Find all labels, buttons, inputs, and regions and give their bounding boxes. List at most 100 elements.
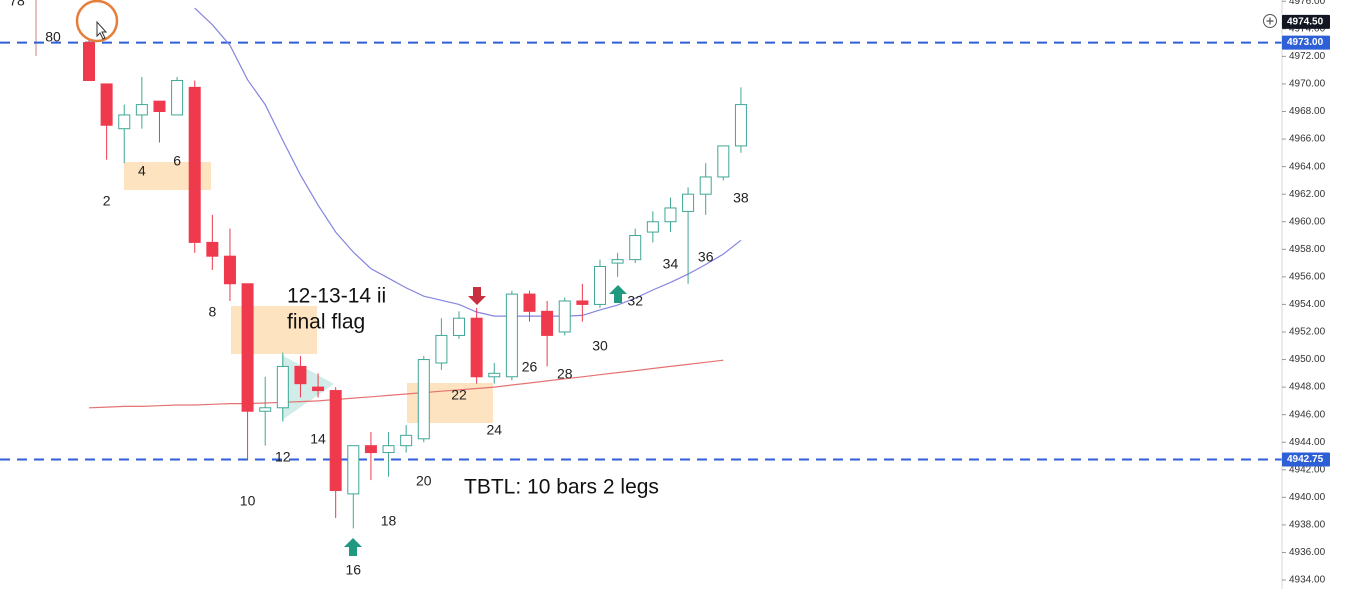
candle-body	[294, 365, 307, 385]
y-tick-label: 4944.00	[1289, 437, 1326, 448]
candle-body	[135, 104, 148, 116]
y-tick-label: 4966.00	[1289, 134, 1326, 145]
candle-body	[523, 293, 536, 312]
bar-number-label: 20	[416, 473, 432, 489]
candle-body	[153, 100, 166, 112]
bar-number-label: 28	[557, 366, 573, 382]
y-tick-label: 4934.00	[1289, 575, 1326, 586]
up-arrow	[609, 285, 627, 303]
y-tick-label: 4960.00	[1289, 216, 1326, 227]
y-tick-label: 4940.00	[1289, 492, 1326, 503]
candle-body	[541, 310, 554, 336]
y-tick-label: 4972.00	[1289, 51, 1326, 62]
bar-number-label: 2	[103, 193, 111, 209]
y-tick-label: 4956.00	[1289, 272, 1326, 283]
candle-body	[188, 86, 201, 243]
down-arrow	[468, 287, 486, 305]
candle-body	[382, 445, 395, 454]
bar-number-label: 36	[698, 249, 714, 265]
bar-number-label: 22	[451, 387, 467, 403]
bar-number-label: 12	[275, 449, 291, 465]
candle-body	[241, 283, 254, 412]
add-icon-plus	[1266, 17, 1274, 25]
level-price-tag	[1282, 452, 1330, 467]
candle-layer	[83, 39, 747, 529]
y-tick-label: 4938.00	[1289, 520, 1326, 531]
candle-body	[100, 83, 113, 126]
moving-average-line	[88, 359, 724, 409]
y-tick-label: 4974.00	[1289, 23, 1326, 34]
candle-body	[717, 145, 730, 178]
candle-body	[470, 317, 483, 378]
moving-average-line	[194, 7, 742, 317]
y-tick-label: 4948.00	[1289, 382, 1326, 393]
candle-body	[312, 386, 325, 392]
add-button[interactable]	[1263, 14, 1277, 28]
bar-number-label: 6	[173, 153, 181, 169]
bar-number-label: 24	[486, 422, 502, 438]
candle-body	[505, 293, 518, 378]
y-tick-label: 4968.00	[1289, 106, 1326, 117]
candle-body	[171, 79, 184, 116]
prior-bar-label: 80	[45, 29, 61, 45]
bar-number-label: 32	[627, 293, 643, 309]
candle-body	[83, 42, 95, 81]
annotation: 12-13-14 ii	[287, 285, 386, 308]
y-tick-label: 4958.00	[1289, 244, 1326, 255]
candle-body	[259, 407, 272, 412]
y-tick-label: 4976.00	[1289, 0, 1326, 7]
candle-body	[611, 259, 624, 264]
price-axis	[1282, 0, 1345, 589]
bar-number-label: 18	[381, 513, 397, 529]
candle-body	[558, 300, 571, 333]
bar-number-label: 10	[240, 493, 256, 509]
bar-number-label: 8	[208, 304, 216, 320]
y-tick-label: 4954.00	[1289, 299, 1326, 310]
level-price-label: 4942.75	[1287, 454, 1324, 465]
y-tick-label: 4962.00	[1289, 189, 1326, 200]
overlay-layer	[0, 7, 1282, 461]
axis-labels: 4934.00 4936.00 4938.00 4940.00 4942.00 4944.…	[1282, 0, 1330, 586]
candle-body	[664, 207, 677, 223]
candle-body	[276, 365, 289, 409]
candle-body	[734, 104, 747, 147]
y-tick-label: 4946.00	[1289, 409, 1326, 420]
bar-number-label: 14	[310, 431, 326, 447]
candle-body	[223, 255, 236, 285]
candle-body	[699, 176, 712, 195]
y-tick-label: 4936.00	[1289, 547, 1326, 558]
y-tick-label: 4952.00	[1289, 327, 1326, 338]
candle-body	[364, 445, 377, 454]
bar-number-label: 26	[522, 359, 538, 375]
prior-bar-label: 78	[9, 0, 25, 9]
candle-body	[118, 114, 131, 130]
candle-body	[329, 390, 342, 491]
level-price-label: 4973.00	[1287, 37, 1324, 48]
candle-body	[576, 300, 589, 305]
y-tick-label: 4970.00	[1289, 79, 1326, 90]
y-tick-label: 4964.00	[1289, 161, 1326, 172]
bar-number-label: 34	[663, 256, 679, 272]
cursor-highlight	[75, 0, 119, 43]
candle-body	[453, 317, 466, 336]
bar-number-label: 4	[138, 163, 146, 179]
candle-body	[206, 241, 219, 257]
level-price-tag	[1282, 35, 1330, 50]
candle-body	[488, 372, 501, 378]
candle-body	[646, 221, 659, 233]
candle-body	[417, 359, 430, 440]
candle-body	[400, 434, 413, 447]
last-price-tag	[1282, 14, 1330, 29]
cursor	[96, 20, 108, 40]
candle-body	[682, 193, 695, 212]
annotation: TBTL: 10 bars 2 legs	[464, 476, 659, 499]
candle-body	[435, 334, 448, 364]
up-arrow	[344, 538, 362, 556]
bar-number-label: 30	[592, 338, 608, 354]
bar-number-label: 38	[733, 190, 749, 206]
candle-body	[593, 266, 606, 305]
bar-number-label: 16	[346, 562, 362, 578]
